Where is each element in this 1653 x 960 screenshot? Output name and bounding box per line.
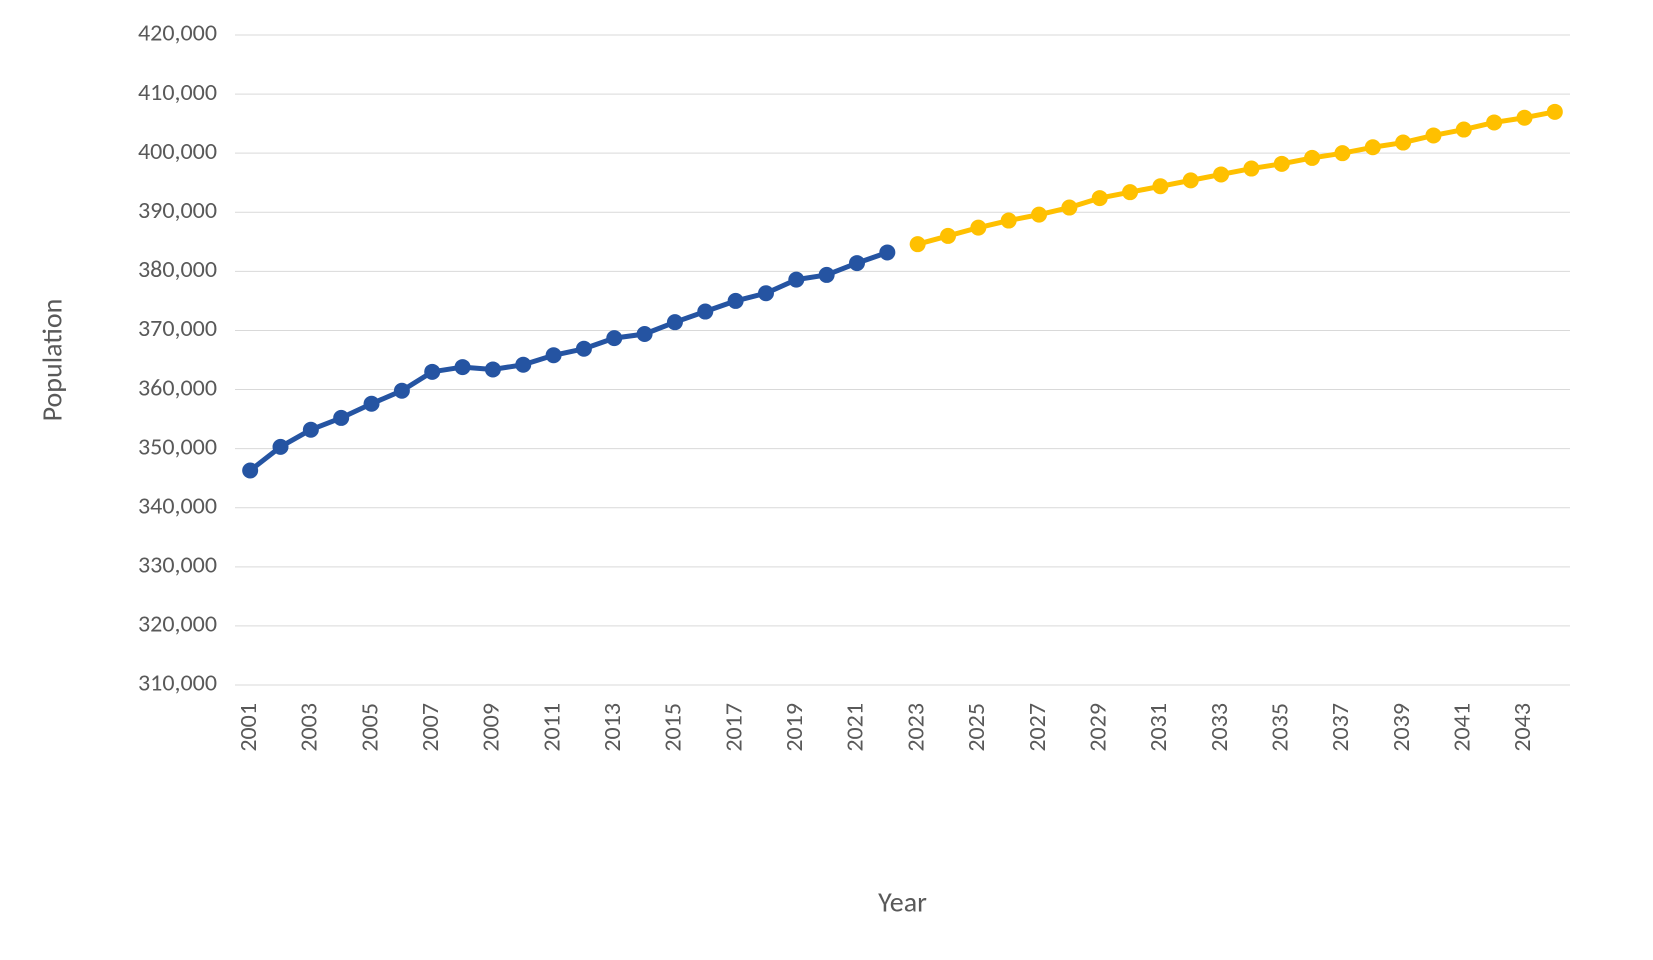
x-tick-label: 2001 xyxy=(234,703,263,752)
data-point xyxy=(1152,178,1168,194)
data-point xyxy=(515,357,531,373)
x-tick-label: 2015 xyxy=(659,703,688,752)
y-axis-title: Population xyxy=(35,299,70,422)
data-point xyxy=(1425,127,1441,143)
x-tick-label: 2033 xyxy=(1205,703,1234,752)
data-point xyxy=(1395,135,1411,151)
data-point xyxy=(546,347,562,363)
data-point xyxy=(273,439,289,455)
series-projection xyxy=(910,104,1563,252)
x-tick-label: 2013 xyxy=(598,703,627,752)
data-point xyxy=(1547,104,1563,120)
data-point xyxy=(1516,110,1532,126)
population-chart: 310,000 320,000 330,000 340,000 350,000 360,0… xyxy=(0,0,1653,960)
data-point xyxy=(242,463,258,479)
data-point xyxy=(1001,213,1017,229)
data-point xyxy=(424,364,440,380)
data-point xyxy=(364,396,380,412)
data-point xyxy=(667,314,683,330)
y-tick-label: 350,000 xyxy=(138,432,217,461)
x-tick-label: 2025 xyxy=(962,703,991,752)
data-point xyxy=(576,341,592,357)
data-point xyxy=(303,422,319,438)
data-point xyxy=(333,410,349,426)
x-tick-label: 2039 xyxy=(1387,703,1416,752)
data-point xyxy=(879,244,895,260)
y-tick-label: 330,000 xyxy=(138,551,217,580)
data-point xyxy=(1304,150,1320,166)
data-point xyxy=(1274,156,1290,172)
data-point xyxy=(1122,184,1138,200)
x-tick-label: 2029 xyxy=(1083,703,1112,752)
data-point xyxy=(1334,145,1350,161)
data-point xyxy=(394,383,410,399)
data-point xyxy=(637,326,653,342)
x-tick-label: 2037 xyxy=(1326,703,1355,752)
data-point xyxy=(940,228,956,244)
x-tick-label: 2007 xyxy=(416,703,445,752)
chart-svg: 310,000 320,000 330,000 340,000 350,000 360,0… xyxy=(0,0,1653,960)
x-tick-label: 2023 xyxy=(901,703,930,752)
data-point xyxy=(758,285,774,301)
y-tick-label: 370,000 xyxy=(138,314,217,343)
y-tick-label: 420,000 xyxy=(138,19,217,48)
series-historical xyxy=(242,244,895,478)
x-tick-label: 2005 xyxy=(355,703,384,752)
data-point xyxy=(1213,166,1229,182)
data-point xyxy=(606,330,622,346)
data-point xyxy=(788,272,804,288)
x-axis-ticks: 2001 2003 2005 2007 2009 2011 2013 2015 2017 2019… xyxy=(234,703,1537,752)
x-tick-label: 2021 xyxy=(841,703,870,752)
x-axis-title: Year xyxy=(878,885,927,920)
data-point xyxy=(1183,172,1199,188)
y-axis-ticks: 310,000 320,000 330,000 340,000 350,000 360,0… xyxy=(138,19,217,698)
y-tick-label: 320,000 xyxy=(138,610,217,639)
x-tick-label: 2041 xyxy=(1448,703,1477,752)
data-point xyxy=(485,361,501,377)
data-point xyxy=(970,220,986,236)
x-tick-label: 2017 xyxy=(719,703,748,752)
data-point xyxy=(1486,114,1502,130)
x-tick-label: 2035 xyxy=(1265,703,1294,752)
x-tick-label: 2031 xyxy=(1144,703,1173,752)
data-point xyxy=(1365,139,1381,155)
x-tick-label: 2003 xyxy=(295,703,324,752)
y-tick-label: 390,000 xyxy=(138,196,217,225)
data-point xyxy=(849,255,865,271)
y-tick-label: 380,000 xyxy=(138,255,217,284)
data-point xyxy=(1456,122,1472,138)
data-point xyxy=(1031,207,1047,223)
data-point xyxy=(1061,200,1077,216)
x-tick-label: 2009 xyxy=(477,703,506,752)
x-tick-label: 2043 xyxy=(1508,703,1537,752)
y-tick-label: 400,000 xyxy=(138,137,217,166)
y-tick-label: 310,000 xyxy=(138,669,217,698)
data-point xyxy=(728,293,744,309)
y-tick-label: 360,000 xyxy=(138,373,217,402)
data-point xyxy=(455,359,471,375)
x-tick-label: 2011 xyxy=(537,703,566,752)
y-tick-label: 410,000 xyxy=(138,78,217,107)
x-tick-label: 2027 xyxy=(1023,703,1052,752)
data-point xyxy=(819,267,835,283)
y-tick-label: 340,000 xyxy=(138,491,217,520)
data-point xyxy=(1092,190,1108,206)
data-point xyxy=(1243,161,1259,177)
data-point xyxy=(910,236,926,252)
gridlines xyxy=(235,35,1570,685)
x-tick-label: 2019 xyxy=(780,703,809,752)
data-point xyxy=(697,304,713,320)
